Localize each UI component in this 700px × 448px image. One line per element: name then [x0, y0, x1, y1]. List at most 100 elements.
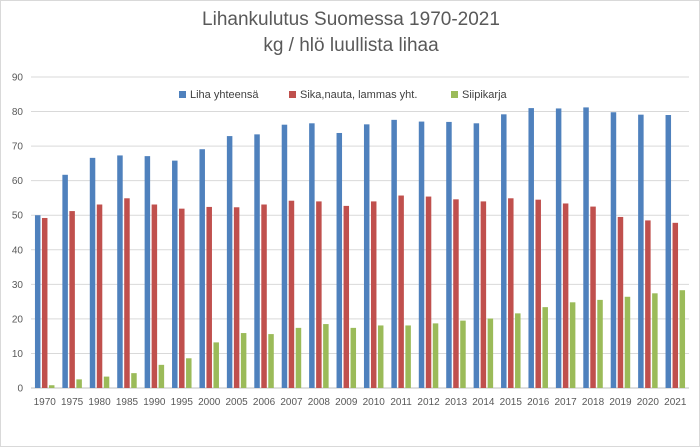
x-tick-label: 2011 [390, 397, 412, 408]
bar [638, 114, 644, 388]
bar [425, 196, 432, 388]
bar [96, 204, 103, 388]
bar [528, 108, 534, 388]
y-tick-label: 10 [12, 349, 24, 360]
bar [240, 333, 247, 388]
y-tick-label: 70 [12, 142, 24, 153]
bar [446, 121, 452, 388]
bar [363, 124, 370, 388]
x-tick-label: 1970 [34, 397, 57, 408]
bar [124, 198, 130, 388]
bar [206, 206, 212, 388]
bar [665, 115, 672, 388]
x-tick-label: 2020 [637, 397, 660, 408]
bar [69, 211, 75, 388]
bar [432, 323, 439, 388]
bar [597, 299, 603, 388]
x-tick-label: 2016 [527, 397, 550, 408]
x-tick-label: 2017 [555, 397, 578, 408]
bar [562, 203, 569, 388]
bar [542, 307, 548, 388]
bar [261, 204, 267, 388]
x-tick-label: 1975 [61, 397, 84, 408]
legend-swatch [179, 91, 186, 98]
bar [501, 114, 507, 388]
bar [508, 198, 514, 388]
legend-label: Sika,nauta, lammas yht. [300, 89, 417, 101]
y-tick-label: 40 [12, 245, 24, 256]
legend-swatch [451, 91, 458, 98]
bar [473, 123, 480, 388]
bar [569, 302, 576, 388]
bar [645, 220, 651, 388]
bar [405, 325, 411, 388]
bar [391, 119, 397, 389]
bar [309, 123, 315, 388]
y-tick-label: 60 [12, 176, 24, 187]
bar [186, 358, 192, 388]
bar [131, 373, 137, 388]
bar [323, 324, 329, 388]
bar [179, 208, 185, 388]
bar [89, 157, 96, 388]
bar [624, 296, 631, 388]
x-tick-label: 1995 [171, 397, 194, 408]
bar [158, 364, 165, 388]
x-tick-label: 2009 [335, 397, 358, 408]
bar [453, 199, 459, 388]
y-tick-label: 20 [12, 314, 24, 325]
x-tick-label: 2015 [500, 397, 523, 408]
x-tick-label: 2005 [226, 397, 249, 408]
bar [151, 204, 158, 388]
bar [672, 222, 679, 388]
bar [281, 124, 288, 388]
bar [370, 201, 377, 388]
bar [103, 376, 110, 388]
bar [76, 379, 82, 388]
bar [350, 327, 357, 388]
x-tick-label: 2010 [363, 397, 386, 408]
legend-label: Liha yhteensä [190, 89, 259, 101]
y-tick-label: 80 [12, 107, 24, 118]
bar [460, 320, 466, 388]
bar [515, 313, 521, 388]
bar [610, 112, 617, 388]
x-tick-label: 2008 [308, 397, 331, 408]
x-tick-label: 2013 [445, 397, 468, 408]
x-tick-label: 1985 [116, 397, 139, 408]
chart-title: Lihankulutus Suomessa 1970-2021 [202, 9, 500, 30]
bar [62, 174, 68, 388]
x-tick-label: 2000 [198, 397, 221, 408]
legend-swatch [289, 91, 296, 98]
bar [48, 385, 55, 388]
bar [679, 290, 686, 388]
x-tick-label: 2006 [253, 397, 276, 408]
bar [535, 199, 541, 388]
y-tick-label: 30 [12, 280, 24, 291]
bar [288, 200, 295, 388]
bar [487, 318, 494, 388]
bar [652, 293, 658, 388]
y-tick-label: 90 [12, 73, 24, 84]
bar [34, 215, 41, 388]
bar [418, 121, 425, 389]
chart-subtitle: kg / hlö luullista lihaa [263, 35, 439, 56]
x-tick-label: 2019 [609, 397, 632, 408]
bar [480, 201, 487, 388]
x-tick-label: 1980 [88, 397, 111, 408]
y-tick-label: 0 [17, 384, 23, 395]
bar [295, 327, 302, 388]
bar [316, 201, 322, 388]
legend-label: Siipikarja [462, 89, 508, 101]
x-tick-label: 2007 [280, 397, 303, 408]
bar [117, 155, 123, 388]
bar [41, 217, 48, 388]
bar [254, 134, 260, 388]
bar [398, 195, 404, 388]
bar [377, 325, 384, 388]
bar [583, 107, 589, 389]
bar [172, 160, 178, 388]
x-tick-label: 1990 [143, 397, 166, 408]
